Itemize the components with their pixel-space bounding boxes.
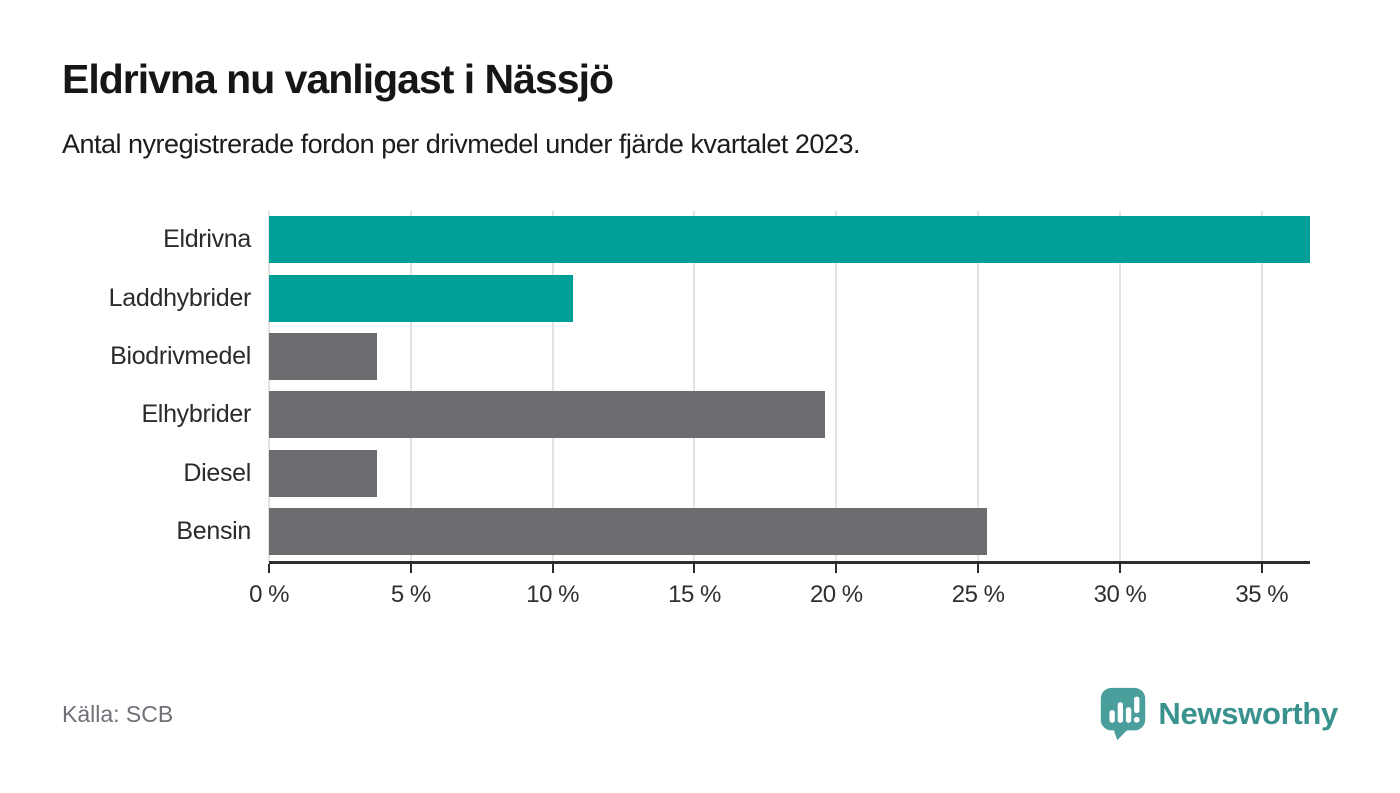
x-tick-label: 15 %: [668, 580, 721, 608]
x-tick-mark: [835, 563, 838, 573]
bar-laddhybrider: [269, 274, 573, 322]
chart-subtitle: Antal nyregistrerade fordon per drivmede…: [62, 129, 860, 160]
gridline: [1260, 210, 1263, 561]
page-title: Eldrivna nu vanligast i Nässjö: [62, 56, 614, 102]
newsworthy-logo: Newsworthy: [1098, 686, 1338, 742]
gridline: [1118, 210, 1121, 561]
plot-area: [268, 210, 1310, 561]
bar-elhybrider: [269, 391, 825, 439]
category-label: Bensin: [176, 516, 251, 545]
plot-column: 0 % 5 % 10 % 15 % 20 % 25 % 30 % 35 %: [249, 210, 1310, 626]
x-tick-label: 20 %: [809, 580, 863, 608]
bar-chart: Eldrivna Laddhybrider Biodrivmedel Elhybrid…: [62, 210, 1310, 626]
x-tick-label: 30 %: [1093, 580, 1147, 608]
brand-name: Newsworthy: [1158, 696, 1338, 731]
x-tick-mark: [268, 563, 270, 573]
x-axis: 0 % 5 % 10 % 15 % 20 % 25 % 30 % 35 %: [249, 560, 1310, 626]
gridline: [693, 210, 696, 561]
x-tick-mark: [1118, 563, 1121, 573]
category-label: Diesel: [183, 458, 251, 487]
x-tick-label: 10 %: [526, 580, 579, 608]
bar-biodrivmedel: [269, 332, 377, 380]
bar-eldrivna: [269, 216, 1310, 264]
chart-footer: Källa: SCB Newsworthy: [62, 686, 1338, 742]
category-label: Elhybrider: [141, 400, 251, 429]
newsworthy-speech-bubble-chart-icon: [1101, 687, 1146, 741]
bar-diesel: [269, 449, 377, 497]
x-tick-mark: [693, 563, 696, 573]
gridline: [409, 210, 412, 561]
gridline: [835, 210, 838, 561]
bar-bensin: [269, 507, 987, 555]
x-tick-mark: [409, 563, 412, 573]
chart-header: Eldrivna nu vanligast i Nässjö Antal nyr…: [0, 0, 1400, 161]
category-label: Laddhybrider: [108, 283, 252, 312]
gridline: [977, 210, 980, 561]
x-tick-label: 35 %: [1235, 580, 1289, 608]
category-label: Biodrivmedel: [110, 341, 251, 370]
x-tick-mark: [977, 563, 980, 573]
x-tick-label: 25 %: [951, 580, 1005, 608]
category-label: Eldrivna: [163, 225, 251, 254]
gridline: [268, 210, 270, 561]
y-axis-labels: Eldrivna Laddhybrider Biodrivmedel Elhybrid…: [62, 211, 269, 626]
gridline: [551, 210, 554, 561]
x-tick-mark: [551, 563, 554, 573]
x-tick-label: 5 %: [390, 580, 431, 608]
x-tick-label: 0 %: [249, 580, 289, 608]
source-attribution: Källa: SCB: [62, 700, 174, 727]
x-tick-mark: [1260, 563, 1263, 573]
